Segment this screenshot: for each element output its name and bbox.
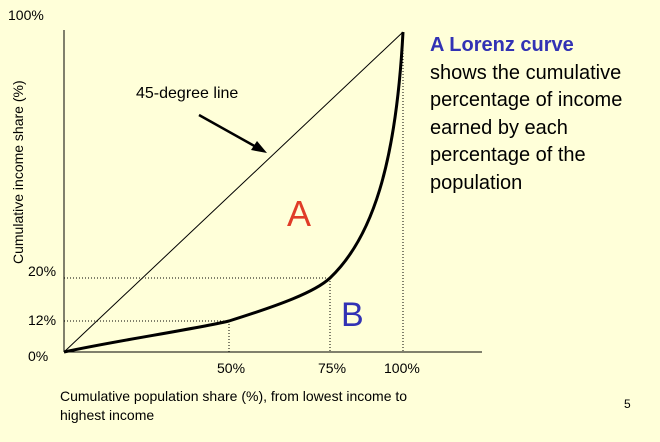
description-line-1: shows the cumulative <box>430 61 622 84</box>
region-a-label: A <box>287 193 311 234</box>
lorenz-description: A Lorenz curve shows the cumulative perc… <box>430 32 655 197</box>
diagonal-line <box>63 31 404 353</box>
description-line-5: population <box>430 171 523 194</box>
description-line-4: percentage of the <box>430 144 586 166</box>
description-line-3: earned by each <box>430 116 568 139</box>
y-tick-100: 100% <box>8 7 44 23</box>
y-tick-12: 12% <box>28 312 56 328</box>
y-axis-label: Cumulative income share (%) <box>10 80 26 264</box>
diagonal-arrowhead <box>251 141 267 153</box>
diagonal-arrow <box>198 113 259 150</box>
x-axis-label-line2: highest income <box>60 407 154 423</box>
diagonal-line-label: 45-degree line <box>136 85 238 102</box>
x-tick-50: 50% <box>217 360 245 376</box>
page-number: 5 <box>624 397 631 411</box>
x-tick-100: 100% <box>384 360 420 376</box>
region-b-label: B <box>341 296 364 334</box>
x-tick-75: 75% <box>318 360 346 376</box>
y-tick-0: 0% <box>28 348 48 364</box>
lorenz-curve <box>63 31 405 354</box>
x-axis-label-line1: Cumulative population share (%), from lo… <box>60 388 407 404</box>
description-line-2: percentage of income <box>430 89 623 111</box>
y-tick-20: 20% <box>28 263 56 279</box>
lorenz-title: A Lorenz curve <box>430 34 574 56</box>
